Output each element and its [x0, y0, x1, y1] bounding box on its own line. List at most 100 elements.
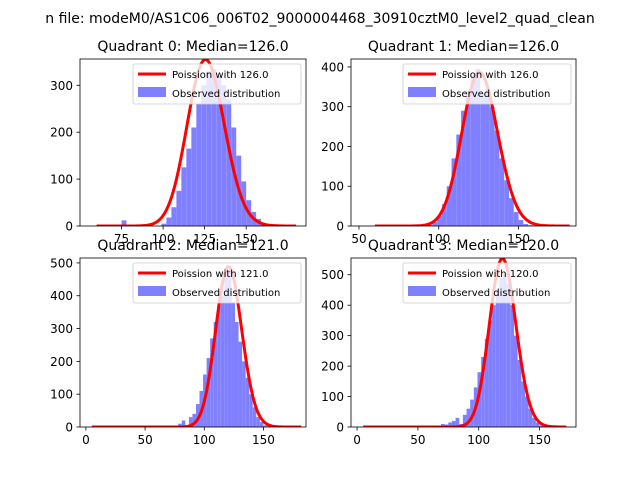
- y-tick-label: 100: [321, 180, 344, 194]
- legend-box: [132, 262, 302, 304]
- histogram-bar: [195, 404, 200, 427]
- axes-frame: [350, 58, 577, 227]
- histogram-bar: [231, 127, 237, 226]
- legend-bar-swatch: [408, 87, 436, 97]
- x-tick-label: 100: [152, 232, 175, 246]
- x-tick-label: 75: [114, 232, 129, 246]
- histogram-bar: [213, 321, 218, 427]
- histogram-bar: [186, 148, 192, 226]
- histogram-bar: [489, 106, 495, 226]
- histogram-bar: [465, 90, 471, 226]
- y-tick-label: 500: [50, 256, 73, 270]
- histogram-bar: [517, 360, 522, 427]
- histogram-bar: [523, 224, 529, 226]
- histogram-bar: [217, 305, 221, 427]
- poisson-curve: [362, 258, 567, 427]
- legend-label-poisson: Poission with 126.0: [442, 70, 538, 81]
- histogram-bar: [494, 130, 500, 226]
- histogram-bar: [161, 223, 167, 226]
- histogram-bar: [539, 425, 544, 427]
- histogram-bar: [535, 422, 540, 427]
- legend: Poission with 120.0 Observed distribution: [402, 262, 572, 304]
- histogram-bar: [242, 361, 246, 427]
- legend-label-poisson: Poission with 121.0: [172, 269, 268, 280]
- histogram-bar: [227, 272, 232, 427]
- histogram-bar: [488, 320, 493, 427]
- subplot-title: Quadrant 0: Median=126.0: [97, 39, 288, 55]
- axes-frame: [79, 257, 307, 428]
- histogram-bar: [510, 305, 514, 427]
- histogram-bar: [480, 94, 486, 226]
- legend-label-poisson: Poission with 120.0: [442, 269, 538, 280]
- x-tick-label: 125: [193, 232, 216, 246]
- histogram-bar: [224, 267, 228, 427]
- subplot-quadrant-2: 0 50 100 150 0 100 200 300 400 500 Quadrant 2: Med…: [50, 238, 307, 447]
- subplot-quadrant-3: 0 50 100 150 0 100 200 300 400 500 Quadrant 3: Med…: [321, 238, 577, 447]
- histogram-bar: [206, 71, 212, 226]
- histogram-bar: [201, 85, 207, 226]
- histogram-bar: [206, 358, 211, 427]
- histogram-bar: [427, 224, 433, 226]
- y-tick-label: 300: [321, 100, 344, 114]
- y-tick-label: 300: [50, 322, 73, 336]
- y-tick-label: 500: [321, 268, 344, 282]
- legend-bar-swatch: [408, 286, 436, 296]
- histogram-bar: [192, 413, 196, 427]
- x-tick-label: 150: [252, 433, 275, 447]
- histogram-bar: [477, 372, 482, 427]
- histogram-bar: [188, 417, 193, 427]
- legend-box: [402, 262, 572, 304]
- histogram-bar: [521, 381, 525, 427]
- x-tick-label: 100: [467, 433, 490, 447]
- subplot-grid: 75 100 125 150 0 100 200 300 Quadrant 0: Median=…: [50, 39, 577, 447]
- histogram-bar: [485, 88, 490, 226]
- histogram-bar: [461, 110, 466, 226]
- histogram-bar: [441, 423, 445, 427]
- histogram-bar: [181, 420, 186, 427]
- histogram-bar: [504, 180, 509, 226]
- histogram-bar: [492, 305, 496, 427]
- histogram-bar: [455, 417, 460, 427]
- x-tick-label: 150: [507, 232, 530, 246]
- histogram-bar: [181, 167, 187, 226]
- legend-box: [402, 63, 572, 105]
- y-tick-label: 200: [50, 126, 73, 140]
- histogram-bar: [462, 414, 467, 427]
- legend-label-observed: Observed distribution: [172, 288, 280, 299]
- histogram-bar: [518, 220, 524, 226]
- figure-title: n file: modeM0/AS1C06_006T02_9000004468_…: [45, 11, 594, 27]
- histogram-bar: [245, 377, 250, 427]
- x-tick-label: 0: [82, 433, 90, 447]
- histogram-bar: [263, 425, 267, 427]
- legend: Poission with 121.0 Observed distribution: [132, 262, 302, 304]
- x-tick-label: 50: [137, 433, 152, 447]
- histogram-bar: [210, 338, 214, 427]
- histogram-bar: [235, 321, 239, 427]
- histogram-bar: [481, 356, 485, 427]
- y-tick-label: 0: [65, 421, 73, 435]
- histogram-bar: [466, 408, 471, 427]
- y-tick-label: 100: [50, 173, 73, 187]
- histogram-bar: [256, 417, 260, 427]
- histogram-bar: [470, 74, 476, 226]
- legend-label-observed: Observed distribution: [172, 89, 280, 100]
- histogram-bar: [226, 99, 232, 226]
- y-tick-label: 200: [321, 140, 344, 154]
- histogram-bar: [508, 198, 514, 226]
- histogram-bar: [171, 207, 177, 226]
- legend-label-poisson: Poission with 126.0: [172, 70, 268, 81]
- y-tick-label: 100: [321, 390, 344, 404]
- histogram-bar: [211, 68, 217, 226]
- legend-label-observed: Observed distribution: [442, 89, 550, 100]
- histogram-bar: [446, 186, 452, 226]
- legend-box: [132, 63, 302, 105]
- histogram-bar: [528, 408, 533, 427]
- histogram-bar: [196, 104, 202, 226]
- subplot-quadrant-1: 50 100 150 0 100 200 300 400 Quadrant 1: Median=…: [321, 39, 577, 246]
- histogram-bars: [178, 267, 271, 427]
- histogram-bar: [220, 295, 225, 427]
- histogram-bar: [451, 158, 457, 226]
- legend-bar-swatch: [138, 87, 166, 97]
- histogram-bar: [484, 338, 489, 427]
